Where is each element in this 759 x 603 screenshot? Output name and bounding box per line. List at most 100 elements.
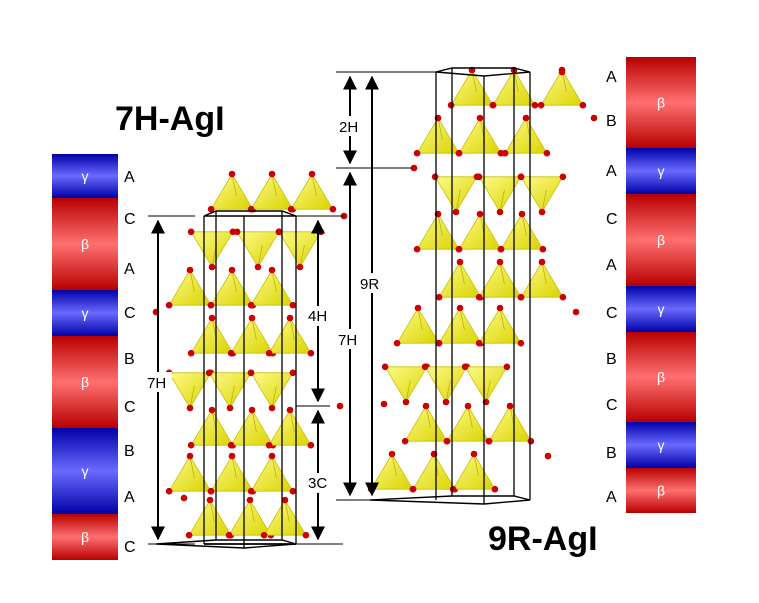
- iodine-atom: [496, 208, 504, 216]
- iodine-atom: [517, 293, 525, 301]
- iodine-atom: [410, 164, 418, 172]
- iodine-atom: [205, 369, 213, 377]
- agi-tetrahedron-9r: [478, 307, 522, 344]
- iodine-atom: [187, 228, 195, 236]
- agi-tetrahedron-9r-edge: [499, 189, 505, 213]
- right-band-phase-label: γ: [658, 301, 665, 317]
- iodine-atom: [207, 301, 215, 309]
- iodine-atom: [248, 406, 256, 414]
- agi-tetrahedron-9r: [404, 405, 448, 442]
- title-7h-agi: 7H-AgI: [115, 100, 225, 138]
- iodine-atom: [208, 314, 216, 322]
- agi-tetrahedron-9r-edge: [437, 213, 443, 237]
- agi-tetrahedron-9r: [384, 366, 428, 403]
- iodine-atom: [380, 400, 388, 408]
- iodine-atom: [413, 149, 421, 157]
- right-band-beta: [626, 468, 696, 513]
- agi-tetrahedron-7h: [190, 231, 234, 268]
- left-stacking-labels: A C A C B C B A C: [124, 169, 136, 556]
- iodine-atom: [308, 170, 316, 178]
- agi-tetrahedron-7h: [168, 269, 212, 306]
- right-stacking-label: A: [606, 69, 617, 86]
- label-right-7h: 7H: [338, 332, 357, 349]
- iodine-atom: [307, 349, 315, 357]
- agi-tetrahedron-7h: [250, 372, 294, 409]
- iodine-atom: [208, 263, 216, 271]
- iodine-atom: [247, 487, 255, 495]
- agi-tetrahedron-9r: [504, 117, 548, 154]
- agi-tetrahedron-9r: [416, 213, 460, 250]
- left-stacking-label: B: [124, 351, 135, 368]
- agi-tetrahedron-9r-edge: [437, 117, 443, 141]
- agi-tetrahedron-9r-edge: [471, 69, 477, 93]
- iodine-atom: [165, 487, 173, 495]
- agi-tetrahedron-7h: [190, 409, 234, 446]
- label-9r: 9R: [360, 276, 379, 293]
- unit-cell-9r-base: [369, 495, 531, 505]
- iodine-atom: [544, 452, 552, 460]
- agi-tetrahedron-9r-edge: [485, 379, 491, 403]
- left-phase-column: γ β γ β γ β: [52, 154, 118, 560]
- agi-tetrahedron-9r: [438, 307, 482, 344]
- iodine-atom: [260, 531, 268, 539]
- left-stacking-label: C: [124, 399, 136, 416]
- left-stacking-label: B: [124, 443, 135, 460]
- right-band-beta: [626, 332, 696, 422]
- agi-tetrahedron-7h: [210, 173, 254, 210]
- agi-tetrahedron-7h-edge: [209, 499, 215, 523]
- left-band-phase-label: β: [81, 236, 89, 252]
- right-band-beta: [626, 57, 696, 148]
- agi-tetrahedron-7h-edge: [311, 173, 317, 197]
- agi-tetrahedron-9r-edge: [541, 189, 547, 213]
- agi-tetrahedron-7h-edge: [189, 385, 195, 409]
- iodine-atom: [537, 101, 545, 109]
- agi-tetrahedron-7h: [208, 372, 252, 409]
- agi-tetrahedron-7h: [230, 317, 274, 354]
- agi-tetrahedron-9r: [446, 405, 490, 442]
- agi-tetrahedron-7h-edge: [289, 317, 295, 341]
- left-band-beta: [52, 198, 118, 290]
- right-stacking-label: B: [606, 351, 617, 368]
- right-band-gamma: [626, 422, 696, 468]
- iodine-atom: [409, 485, 417, 493]
- agi-tetrahedron-7h-edge: [251, 317, 257, 341]
- label-4h: 4H: [308, 308, 327, 325]
- unit-cell-9r-cap: [435, 67, 531, 77]
- left-band-phase-label: β: [81, 529, 89, 545]
- iodine-atom: [590, 114, 598, 122]
- agi-tetrahedron-7h: [228, 499, 272, 536]
- iodine-atom: [475, 293, 483, 301]
- iodine-atom: [464, 402, 472, 410]
- agi-tetrahedron-7h: [236, 231, 280, 268]
- iodine-atom: [421, 363, 429, 371]
- left-band-phase-label: γ: [82, 305, 89, 321]
- left-band-beta: [52, 336, 118, 428]
- iodine-atom: [503, 363, 511, 371]
- iodine-atom: [449, 485, 457, 493]
- iodine-atom: [422, 402, 430, 410]
- iodine-atom: [572, 308, 580, 316]
- right-stacking-label: A: [606, 489, 617, 506]
- iodine-atom: [225, 531, 233, 539]
- left-band-phase-label: β: [81, 374, 89, 390]
- iodine-atom: [431, 173, 439, 181]
- left-band-phase-label: γ: [82, 168, 89, 184]
- right-band-phase-label: β: [657, 483, 665, 499]
- left-stacking-label: C: [124, 305, 136, 322]
- agi-tetrahedron-9r-edge: [467, 405, 473, 429]
- iodine-atom: [281, 496, 289, 504]
- agi-tetrahedron-9r: [520, 261, 564, 298]
- iodine-atom: [517, 173, 525, 181]
- dimension-label-group: 7H 4H 3C 2H 7H 9R: [144, 116, 386, 493]
- iodine-atom: [522, 114, 530, 122]
- agi-tetrahedron-9r-edge: [445, 379, 451, 403]
- agi-tetrahedron-7h-edge: [289, 409, 295, 433]
- iodine-atom: [579, 101, 587, 109]
- agi-tetrahedron-9r-edge: [425, 405, 431, 429]
- agi-tetrahedron-7h-edge: [251, 409, 257, 433]
- iodine-atom: [227, 441, 235, 449]
- iodine-atom: [268, 404, 276, 412]
- title-9r-agi: 9R-AgI: [488, 520, 598, 558]
- iodine-atom: [265, 441, 273, 449]
